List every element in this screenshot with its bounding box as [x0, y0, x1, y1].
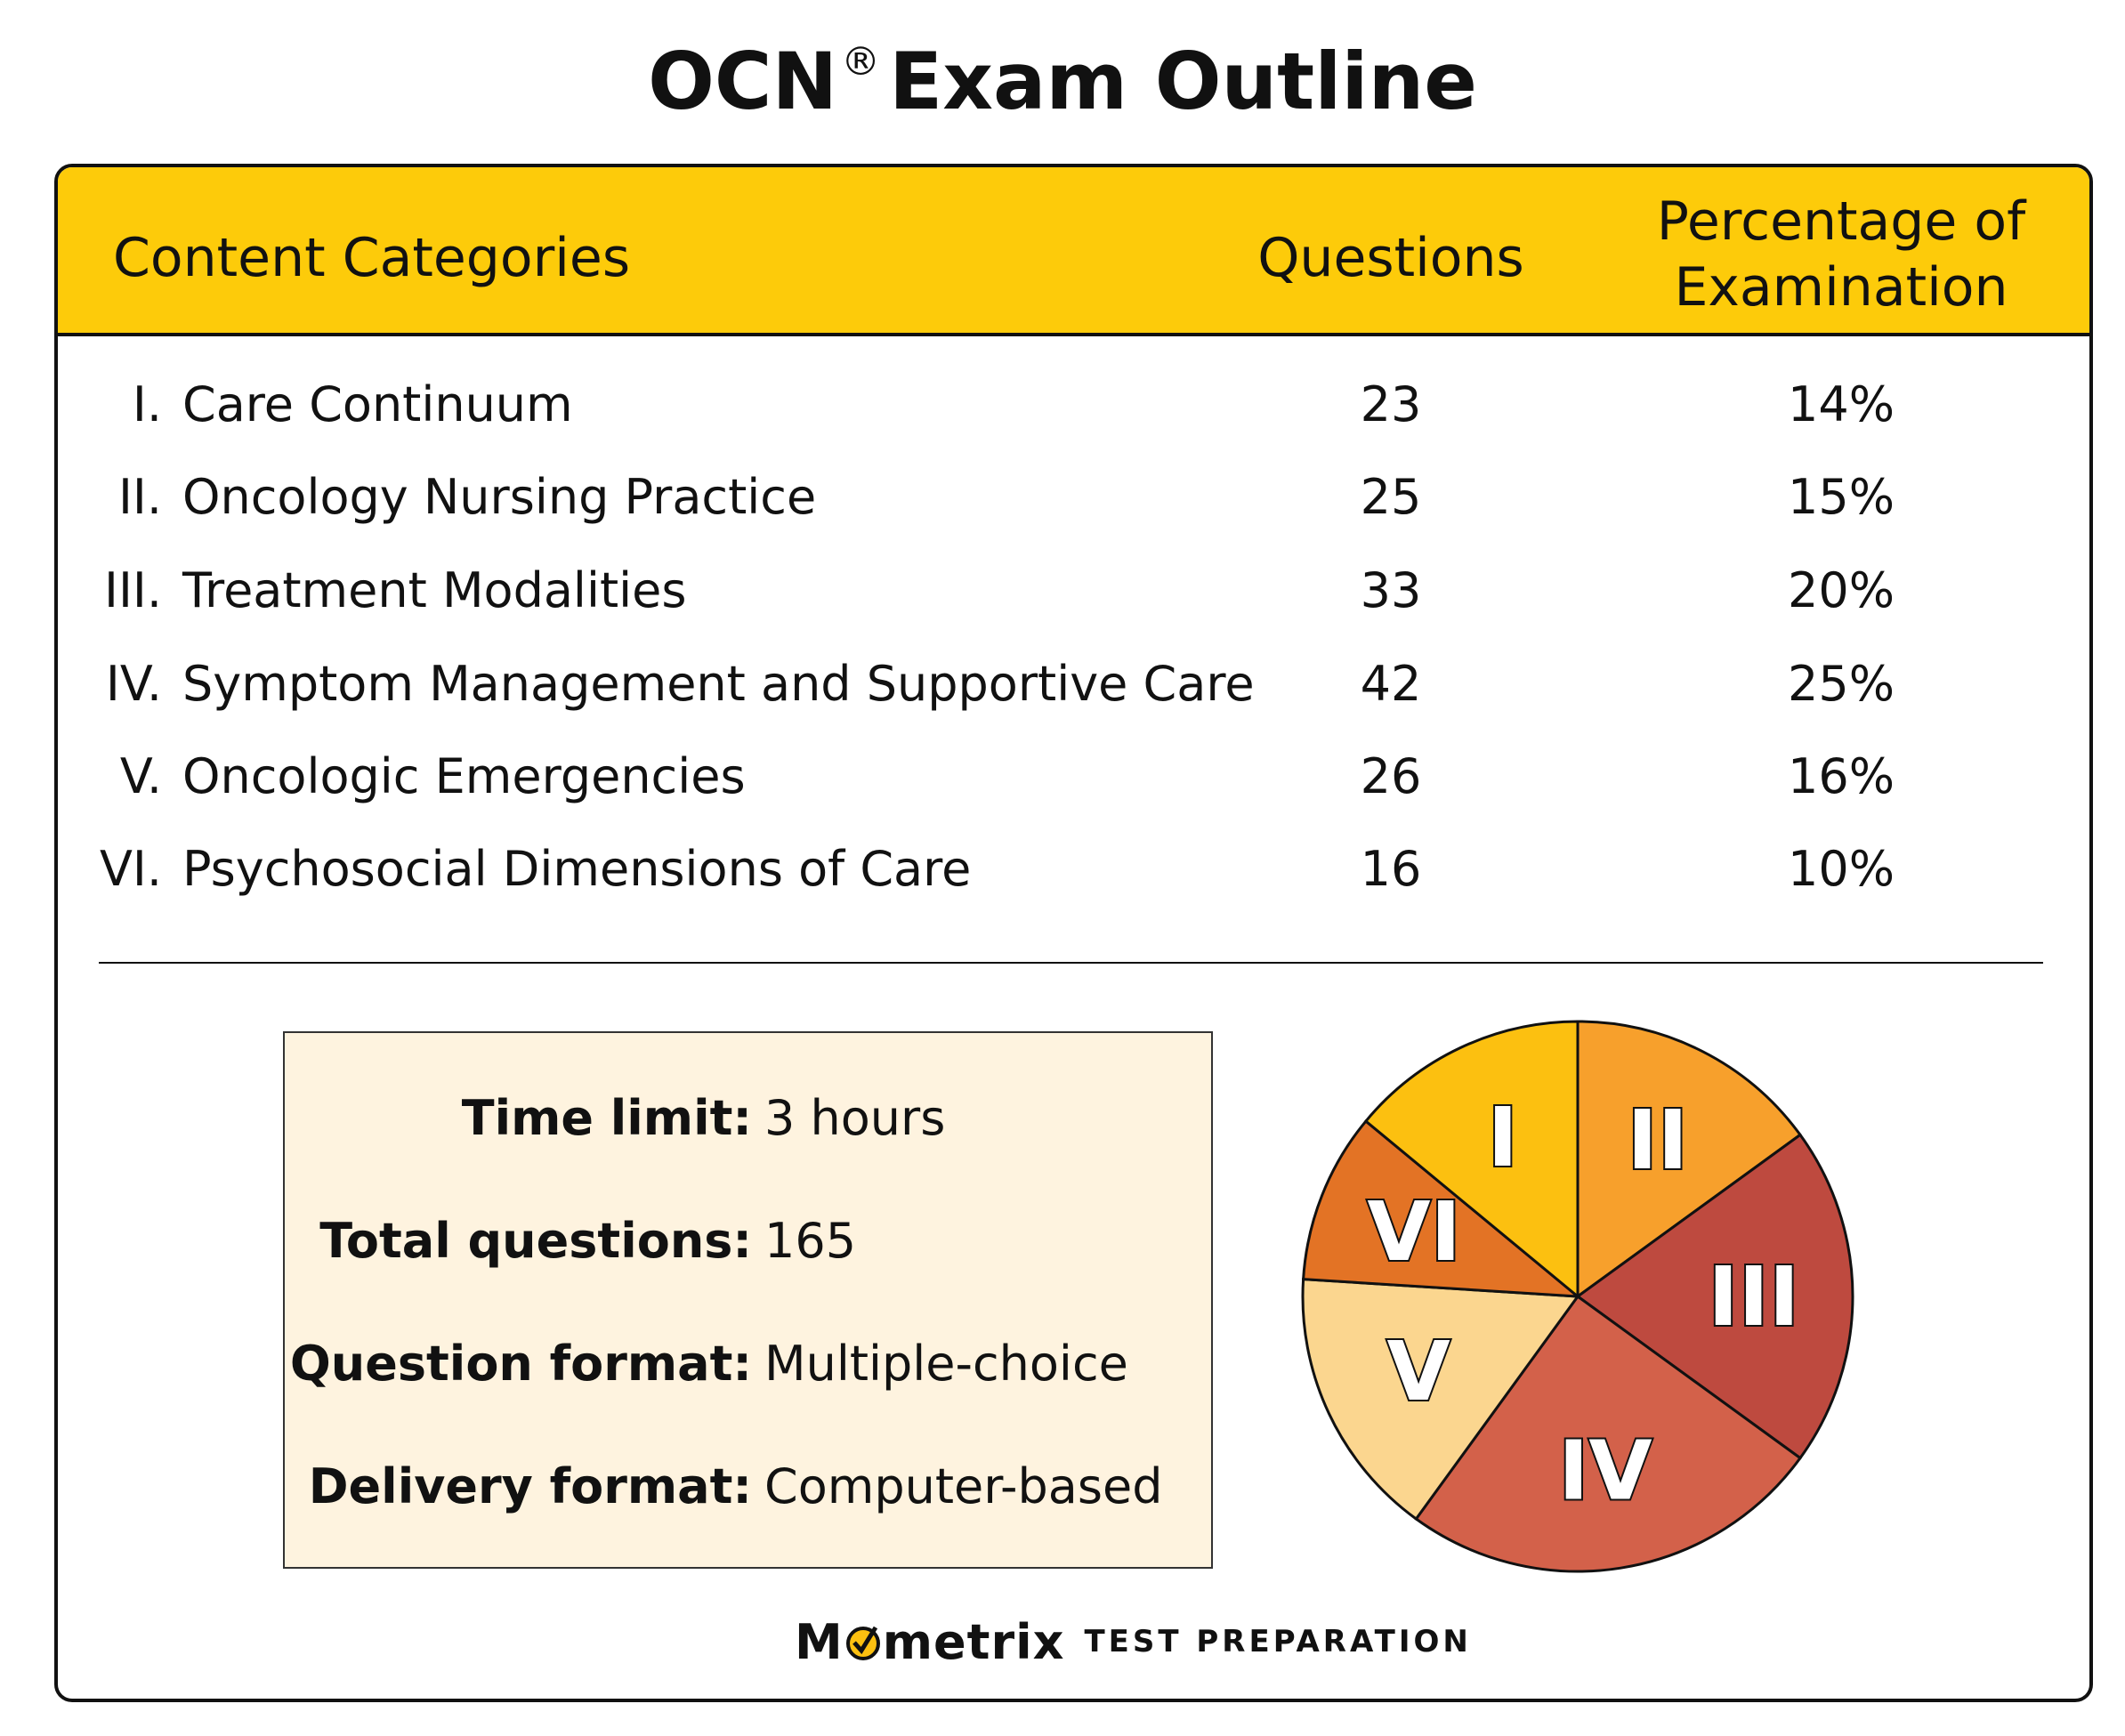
row-category: Treatment Modalities: [182, 562, 687, 618]
pie-slice-IV: [1414, 1294, 1803, 1573]
exam-info-box: Time limit: 3 hours Total questions: 165 Q…: [283, 1031, 1213, 1569]
table-row: III. Treatment Modalities 33 20%: [58, 546, 2089, 635]
page-title: OCN® Exam Outline: [648, 36, 1477, 127]
pie-slice-VI: [1302, 1118, 1582, 1298]
row-number: I.: [132, 376, 162, 432]
header-percentage-1: Percentage of: [1656, 190, 2026, 253]
row-percentage: 10%: [1787, 841, 1895, 897]
info-label: Time limit:: [461, 1090, 752, 1146]
row-percentage: 20%: [1787, 562, 1895, 618]
row-questions: 25: [1360, 469, 1422, 525]
info-row: Time limit: 3 hours: [285, 1083, 1211, 1154]
row-percentage: 15%: [1787, 469, 1895, 525]
logo-tagline: TEST PREPARATION: [1084, 1624, 1472, 1659]
table-row: V. Oncologic Emergencies 26 16%: [58, 732, 2089, 821]
info-label: Delivery format:: [308, 1458, 752, 1514]
row-category: Oncology Nursing Practice: [182, 469, 817, 525]
divider: [99, 962, 2043, 964]
exam-outline-card: Content Categories Questions Percentage …: [54, 164, 2093, 1702]
row-questions: 26: [1360, 748, 1422, 804]
header-questions: Questions: [1257, 227, 1524, 289]
info-row: Total questions: 165: [285, 1206, 1211, 1277]
row-percentage: 16%: [1787, 748, 1895, 804]
info-label: Question format:: [289, 1336, 752, 1392]
row-category: Oncologic Emergencies: [182, 748, 746, 804]
row-number: VI.: [99, 841, 162, 897]
row-number: IV.: [105, 656, 162, 712]
info-value: 3 hours: [764, 1090, 946, 1146]
info-value: 165: [764, 1213, 857, 1269]
info-label: Total questions:: [319, 1213, 752, 1269]
row-category: Psychosocial Dimensions of Care: [182, 841, 972, 897]
row-questions: 33: [1360, 562, 1422, 618]
pie-slice-III: [1575, 1133, 1854, 1460]
table-header: Content Categories Questions Percentage …: [58, 167, 2089, 336]
row-percentage: 25%: [1787, 656, 1895, 712]
table-row: I. Care Continuum 23 14%: [58, 360, 2089, 449]
info-row: Question format: Multiple-choice: [285, 1328, 1211, 1400]
header-percentage-2: Examination: [1674, 256, 2008, 319]
check-circle-icon: [845, 1626, 880, 1660]
pie-label: III: [1708, 1249, 1799, 1344]
pie-slice-V: [1301, 1278, 1580, 1522]
pie-label: V: [1386, 1324, 1450, 1419]
pie-label: IV: [1558, 1423, 1652, 1518]
table-row: II. Oncology Nursing Practice 25 15%: [58, 453, 2089, 542]
info-row: Delivery format: Computer-based: [285, 1451, 1211, 1522]
row-questions: 16: [1360, 841, 1422, 897]
table-row: VI. Psychosocial Dimensions of Care 16 10%: [58, 825, 2089, 914]
row-questions: 42: [1360, 656, 1422, 712]
pie-slice-II: [1576, 1020, 1803, 1299]
row-questions: 23: [1360, 376, 1422, 432]
row-number: III.: [104, 562, 162, 618]
pie-label: VI: [1367, 1184, 1460, 1280]
info-value: Multiple-choice: [764, 1336, 1128, 1392]
table-row: IV. Symptom Management and Supportive Car…: [58, 640, 2089, 729]
row-percentage: 14%: [1787, 376, 1895, 432]
row-number: II.: [117, 469, 162, 525]
info-value: Computer-based: [764, 1458, 1163, 1514]
header-content-categories: Content Categories: [113, 227, 631, 289]
pie-label: II: [1628, 1093, 1688, 1188]
row-category: Symptom Management and Supportive Care: [182, 656, 1255, 712]
row-category: Care Continuum: [182, 376, 573, 432]
row-number: V.: [119, 748, 162, 804]
pie-slice-I: [1363, 1020, 1580, 1300]
pie-label: I: [1488, 1090, 1518, 1185]
